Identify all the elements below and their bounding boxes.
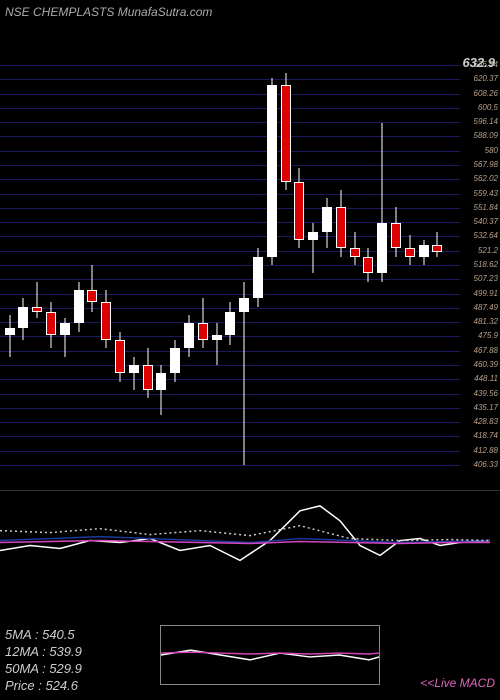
ma50-value: 50MA : 529.9 [5,661,82,678]
ma12-value: 12MA : 539.9 [5,644,82,661]
current-price-label: 632.9 [462,55,495,70]
y-axis-labels: 636.74620.37608.26600.5596.14588.0958056… [460,65,498,465]
inset-svg [161,626,379,684]
candles-container [0,65,460,465]
price-value: Price : 524.6 [5,678,82,695]
indicator-svg [0,491,500,600]
chart-title: NSE CHEMPLASTS MunafaSutra.com [5,5,212,19]
macd-inset [160,625,380,685]
macd-label: <<Live MACD [420,676,495,690]
info-panel: 5MA : 540.5 12MA : 539.9 50MA : 529.9 Pr… [5,627,82,695]
ma5-value: 5MA : 540.5 [5,627,82,644]
macd-indicator-panel [0,490,500,600]
candlestick-chart [0,50,460,480]
